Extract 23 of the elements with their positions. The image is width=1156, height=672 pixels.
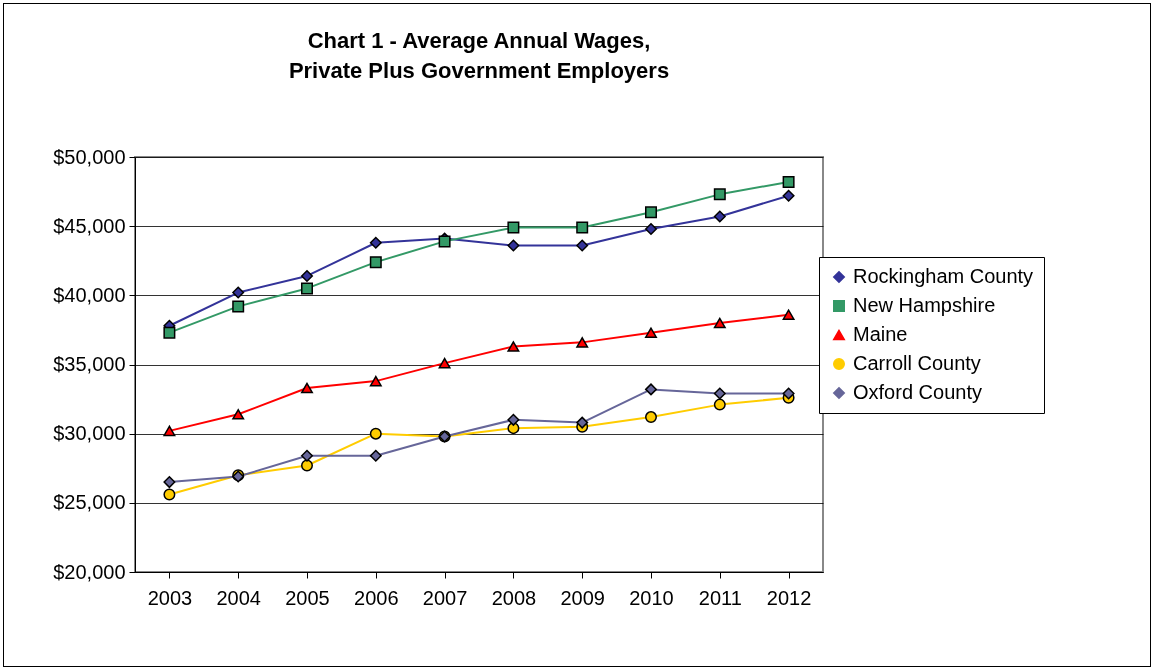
x-tick-label: 2011	[698, 586, 742, 609]
y-tick-label: $45,000	[53, 214, 126, 237]
legend-label: Rockingham County	[853, 265, 1034, 287]
y-tick-label: $25,000	[53, 491, 126, 514]
x-tick-label: 2005	[285, 586, 330, 609]
x-tick-label: 2007	[422, 586, 468, 609]
x-tick-label: 2012	[766, 586, 812, 609]
x-tick-label: 2006	[354, 586, 399, 609]
legend-label: Oxford County	[853, 381, 982, 403]
y-tick-label: $20,000	[53, 560, 126, 583]
y-tick-label: $35,000	[53, 353, 126, 375]
chart-title: Chart 1 - Average Annual Wages, Private Plus Government Employers	[288, 28, 670, 83]
x-tick-label: 2008	[491, 586, 537, 609]
y-tick-label: $40,000	[53, 283, 126, 306]
y-tick-label: $30,000	[53, 422, 126, 445]
x-tick-label: 2003	[147, 586, 193, 609]
y-tick-label: $50,000	[53, 145, 126, 168]
x-tick-label: 2010	[629, 586, 674, 609]
legend-label: New Hampshire	[853, 294, 996, 316]
legend-label: Maine	[853, 323, 908, 345]
x-tick-label: 2009	[560, 586, 605, 609]
x-tick-label: 2004	[216, 586, 261, 609]
legend-label: Carroll County	[853, 352, 981, 374]
